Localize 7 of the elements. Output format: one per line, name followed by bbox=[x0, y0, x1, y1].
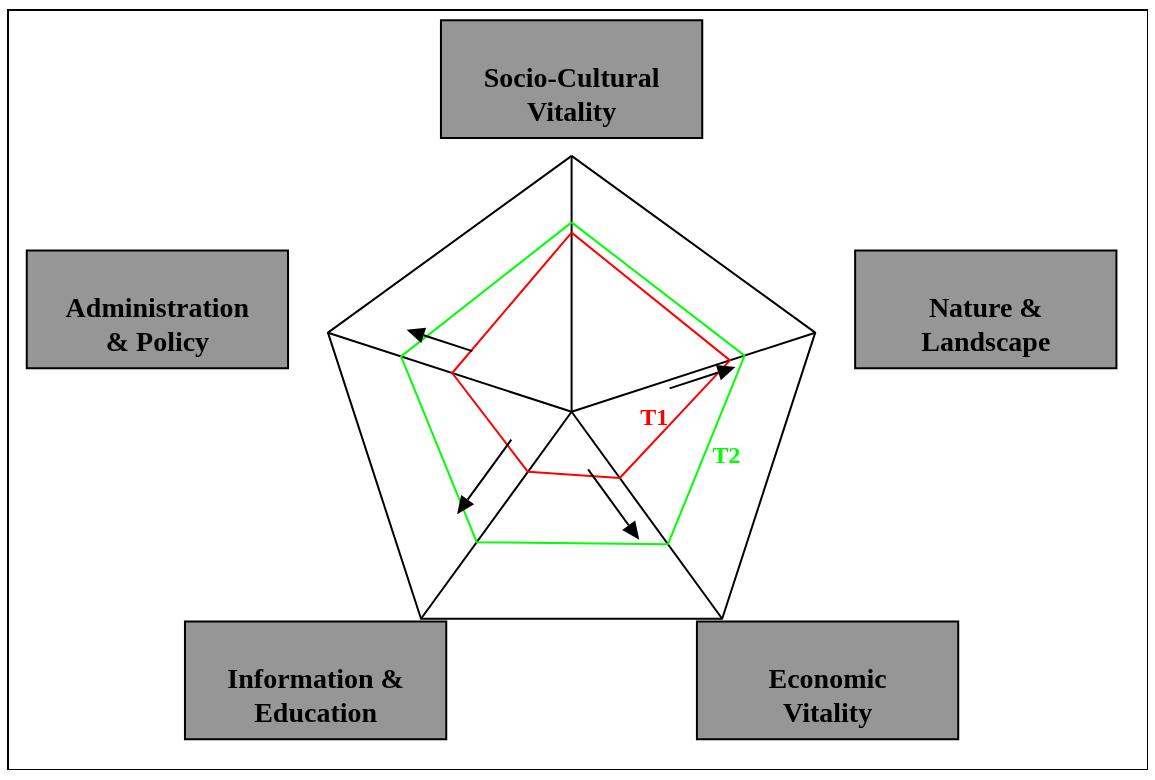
spoke-label: Nature & Landscape bbox=[921, 292, 1051, 358]
spoke-label: Economic Vitality bbox=[768, 663, 887, 729]
spoke-label: Information & Education bbox=[227, 663, 404, 729]
spoke-label: Administration & Policy bbox=[65, 292, 250, 358]
spoke-label: Socio-Cultural Vitality bbox=[483, 62, 660, 128]
series-label: T2 bbox=[712, 441, 741, 468]
series-label: T1 bbox=[640, 403, 669, 430]
